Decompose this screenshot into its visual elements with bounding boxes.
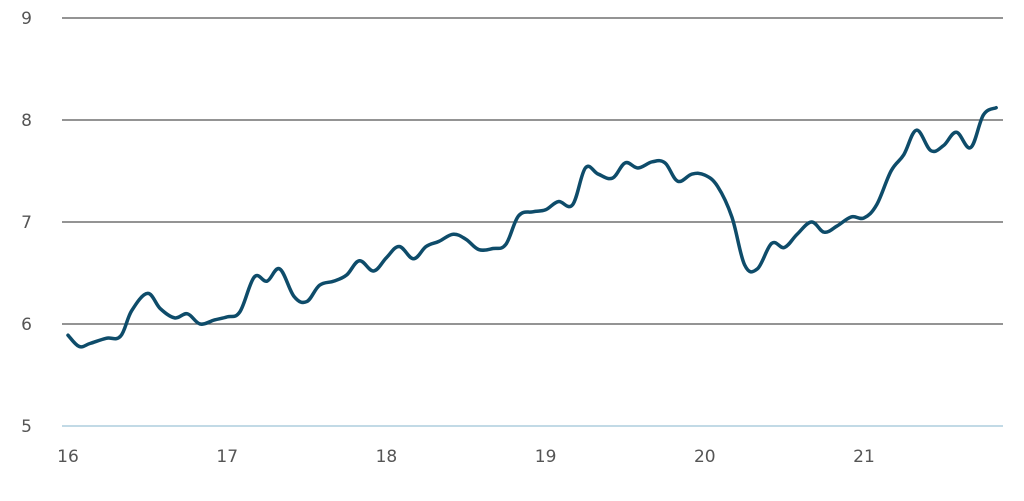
series-layer xyxy=(66,106,998,349)
x-tick-label: 18 xyxy=(376,447,398,467)
x-axis-tick-labels: 16 17 18 19 20 21 xyxy=(57,447,875,467)
x-tick-label: 21 xyxy=(853,447,875,467)
x-tick-label: 17 xyxy=(216,447,238,467)
x-tick-label: 20 xyxy=(694,447,716,467)
series-line-0 xyxy=(66,106,998,349)
y-axis-tick-labels: 5 6 7 8 9 xyxy=(21,9,32,437)
y-tick-label: 5 xyxy=(21,417,32,437)
y-tick-label: 6 xyxy=(21,315,32,335)
y-tick-label: 7 xyxy=(21,213,32,233)
x-tick-label: 16 xyxy=(57,447,79,467)
x-tick-label: 19 xyxy=(535,447,557,467)
y-tick-label: 8 xyxy=(21,111,32,131)
y-tick-label: 9 xyxy=(21,9,32,29)
grid-layer xyxy=(62,17,1003,427)
